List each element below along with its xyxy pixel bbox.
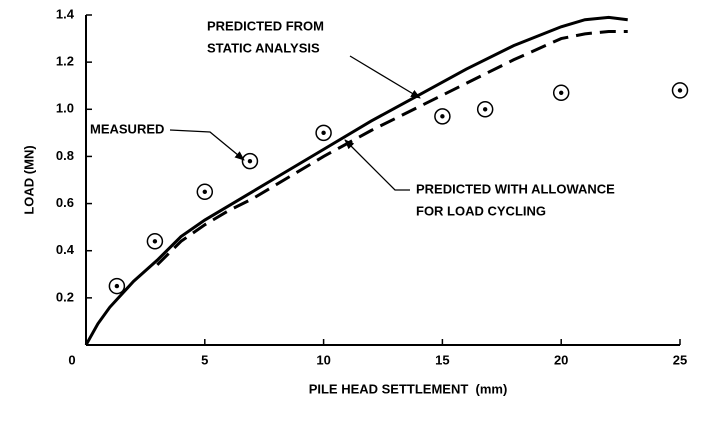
y-tick-label: 0.8 <box>56 148 74 163</box>
measured-point <box>434 108 451 125</box>
y-tick-label: 1.4 <box>56 6 75 21</box>
point-dot <box>152 239 158 244</box>
measured-point <box>196 183 214 201</box>
annotation: MEASURED <box>90 121 164 136</box>
measured-point <box>476 101 494 118</box>
point-dot <box>440 114 445 119</box>
annotation: PREDICTED WITH ALLOWANCE <box>416 181 615 196</box>
y-tick-label: 0.6 <box>56 195 74 210</box>
x-tick-label: 10 <box>316 352 330 367</box>
point-dot <box>321 130 326 136</box>
annotation: FOR LOAD CYCLING <box>416 203 546 218</box>
point-dot <box>202 189 207 194</box>
annotation-leader <box>349 55 421 99</box>
x-tick-label: 15 <box>435 352 449 367</box>
annotation-leader <box>169 129 245 161</box>
annotation: STATIC ANALYSIS <box>207 40 320 55</box>
annotation: PREDICTED FROM <box>207 18 324 33</box>
x-axis-label: PILE HEAD SETTLEMENT (mm) <box>309 381 508 396</box>
y-axis-label: LOAD (MN) <box>21 145 36 214</box>
measured-point <box>108 277 126 295</box>
point-dot <box>114 283 120 289</box>
measured-point <box>671 82 689 99</box>
y-tick-label: 0.4 <box>56 242 75 257</box>
measured-point <box>241 152 259 170</box>
y-tick-label: 0.2 <box>56 289 74 304</box>
dashed-curve <box>156 30 628 266</box>
measured-point <box>315 124 332 142</box>
x-tick-label: 5 <box>201 352 208 367</box>
point-dot <box>247 158 253 164</box>
point-dot <box>677 88 683 93</box>
solid-curve <box>84 15 628 346</box>
annotation-leader <box>344 139 410 191</box>
y-tick-label: 1.2 <box>56 54 74 69</box>
measured-point <box>146 233 164 250</box>
point-dot <box>482 107 488 112</box>
measured-point <box>552 84 570 102</box>
x-tick-label: 25 <box>673 352 687 367</box>
x-tick-label: 0 <box>68 352 75 367</box>
point-dot <box>559 90 564 95</box>
x-tick-label: 20 <box>554 352 568 367</box>
y-tick-label: 1.0 <box>56 101 74 116</box>
